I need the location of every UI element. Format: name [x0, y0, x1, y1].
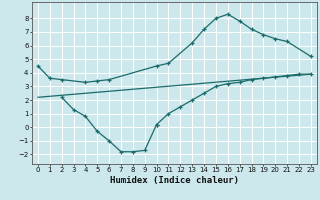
- X-axis label: Humidex (Indice chaleur): Humidex (Indice chaleur): [110, 176, 239, 185]
